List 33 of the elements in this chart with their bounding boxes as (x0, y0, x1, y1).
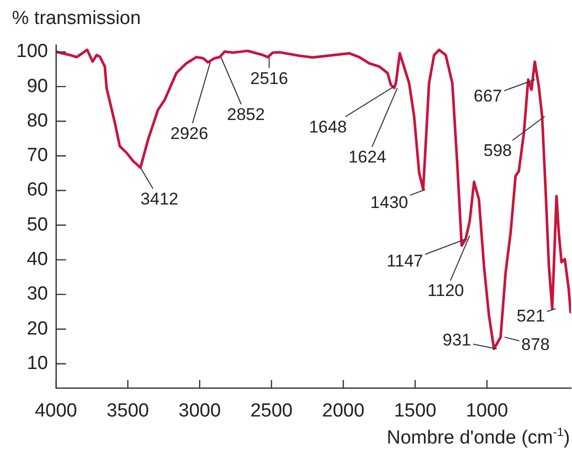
x-axis-title: Nombre d'onde (cm$^{-1}$) (386, 425, 570, 450)
annotation: 2516 (250, 68, 288, 88)
annotation: 3412 (140, 189, 178, 208)
y-tick-label: 50 (26, 214, 48, 236)
x-tick-label: 2000 (322, 400, 364, 422)
x-tick-label: 1000 (466, 400, 508, 422)
y-tick-label: 40 (26, 249, 48, 270)
annotation: 1120 (427, 281, 464, 300)
annotation: 931 (442, 330, 472, 350)
y-tick-label: 70 (26, 145, 48, 166)
y-tick-label: 10 (26, 352, 48, 374)
y-tick-label: 30 (26, 284, 48, 305)
annotation: 598 (484, 141, 512, 160)
x-tick-label: 3000 (178, 400, 221, 422)
annotation: 878 (521, 334, 550, 354)
y-tick-label: 80 (26, 110, 48, 132)
annotation: 1624 (348, 148, 386, 167)
annotation: 2926 (170, 124, 208, 144)
annotation: 1147 (386, 252, 424, 271)
y-tick-label: 20 (26, 318, 48, 340)
y-tick-label: 100 (16, 41, 48, 62)
annotation: 2852 (227, 104, 265, 124)
y-tick-label: 90 (26, 76, 48, 97)
x-tick-label: 4000 (34, 400, 78, 422)
x-tick-label: 1500 (394, 400, 436, 422)
annotation: 667 (474, 86, 502, 106)
annotation: 1648 (308, 117, 347, 136)
annotation: 1430 (370, 193, 408, 212)
x-tick-label: 3500 (106, 400, 149, 422)
x-tick-label: 2500 (250, 400, 293, 422)
y-tick-label: 60 (26, 180, 48, 201)
y-axis-title: % transmission (12, 8, 141, 30)
annotation: 521 (516, 306, 545, 326)
